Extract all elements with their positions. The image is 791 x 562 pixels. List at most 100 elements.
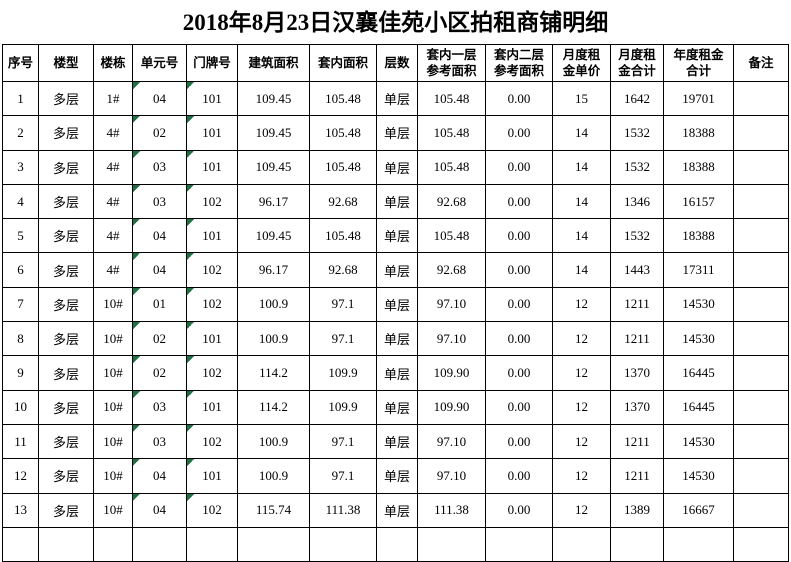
table-row: 12 多层 10# 04 101 100.9 97.1 单层 97.10 0.00 12 1211 14… [2,458,789,494]
shop-rental-table: 序号 楼型 楼栋 单元号 门牌号 建筑面积 套内面积 层数 套内一层 参考面积 套内二层 参考面积… [2,44,789,562]
cell-value: 0.00 [507,399,531,415]
table-cell: 多层 [38,149,94,185]
cell-value: 04 [153,502,166,518]
column-header: 层数 [376,44,418,82]
green-triangle-icon [187,116,194,124]
table-cell: 04 [132,252,187,288]
cell-value: 96.17 [258,262,289,278]
cell-value: 0.00 [507,296,531,312]
table-cell: 15 [552,80,611,117]
cell-value: 109.90 [433,399,470,415]
cell-value: 4# [106,159,120,175]
cell-value: 1443 [624,262,650,278]
green-triangle-icon [187,82,194,89]
table-row [2,526,789,562]
table-cell [309,526,377,562]
cell-value: 03 [153,399,166,415]
table-cell: 多层 [38,321,94,357]
table-cell: 10# [93,286,133,323]
green-triangle-icon [187,494,194,501]
table-row: 9 多层 10# 02 102 114.2 109.9 单层 109.90 0.00 12 1370 1… [2,355,789,391]
table-cell: 0.00 [485,458,553,494]
table-cell: 101 [186,80,238,117]
table-cell: 单层 [376,458,418,494]
table-cell: 7 [2,286,39,323]
cell-value: 1642 [624,90,650,106]
table-cell: 1211 [610,286,664,323]
table-cell: 10# [93,458,133,494]
cell-value: 8 [17,330,24,346]
table-row: 4 多层 4# 03 102 96.17 92.68 单层 92.68 0.00 14 1346 161… [2,183,789,220]
table-cell [733,526,789,562]
table-cell [485,526,553,562]
green-triangle-icon [133,288,140,295]
cell-value: 单层 [383,469,410,485]
table-cell: 0.00 [485,183,553,220]
cell-value: 100.9 [258,330,289,346]
table-cell: 101 [186,149,238,185]
cell-value: 109.9 [328,365,358,381]
cell-value: 101 [202,124,222,140]
cell-value: 105.48 [325,90,361,106]
cell-value: 18388 [682,227,715,243]
cell-value: 0.00 [507,262,531,278]
table-cell [733,492,789,528]
table-header: 序号 楼型 楼栋 单元号 门牌号 建筑面积 套内面积 层数 套内一层 参考面积 套内二层 参考面积… [2,44,789,82]
table-cell: 14530 [663,458,734,494]
table-cell: 18388 [663,218,734,254]
table-cell: 12 [552,389,611,425]
cell-value: 102 [202,433,222,449]
table-cell [132,526,187,562]
cell-value: 1370 [624,365,650,381]
cell-value: 12 [575,502,588,518]
cell-value: 102 [202,296,222,312]
table-cell: 1211 [610,458,664,494]
table-cell: 02 [132,115,187,151]
table-cell: 109.9 [309,389,377,425]
table-cell: 03 [132,149,187,185]
table-cell: 13 [2,492,39,528]
table-cell: 111.38 [309,492,377,528]
table-cell: 105.48 [417,149,486,185]
cell-value: 5 [17,227,24,243]
cell-value: 12 [575,330,588,346]
cell-value: 97.10 [436,296,467,312]
table-cell: 14 [552,183,611,220]
table-cell [733,389,789,425]
table-cell: 92.68 [417,183,486,220]
cell-value: 96.17 [258,193,289,209]
cell-value: 16667 [682,502,715,518]
table-cell: 92.68 [309,183,377,220]
cell-value: 12 [14,467,27,483]
cell-value: 04 [153,227,166,243]
cell-value: 101 [202,467,222,483]
cell-value: 03 [153,159,166,175]
green-triangle-icon [133,494,140,501]
table-cell: 0.00 [485,115,553,151]
cell-value: 92.68 [328,193,358,209]
cell-value: 1532 [624,124,650,140]
cell-value: 单层 [383,195,410,211]
green-triangle-icon [133,425,140,432]
column-header: 月度租 金合计 [610,44,664,82]
green-triangle-icon [133,253,140,261]
table-cell: 多层 [38,252,94,288]
table-cell: 1370 [610,355,664,391]
cell-value: 0.00 [507,159,531,175]
table-cell: 105.48 [417,80,486,117]
table-cell: 1211 [610,423,664,460]
cell-value: 16157 [682,193,715,209]
cell-value: 1346 [624,193,650,209]
table-cell: 多层 [38,218,94,254]
table-cell: 16157 [663,183,734,220]
green-triangle-icon [133,356,140,364]
cell-value: 111.38 [325,502,361,518]
table-cell: 97.1 [309,286,377,323]
table-cell: 1211 [610,321,664,357]
table-cell: 101 [186,458,238,494]
table-cell [610,526,664,562]
cell-value: 02 [153,330,166,346]
cell-value: 单层 [383,435,410,451]
cell-value: 0.00 [507,124,531,140]
cell-value: 多层 [52,195,79,211]
